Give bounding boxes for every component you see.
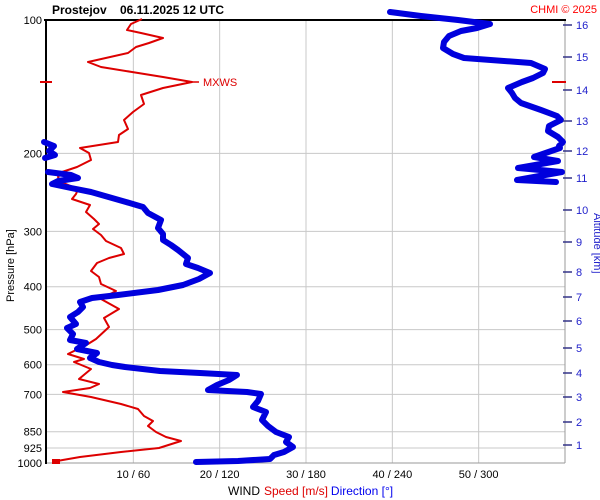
pressure-tick-label: 400 <box>24 282 42 294</box>
altitude-tick-label: 3 <box>576 392 582 404</box>
station-name: Prostejov <box>52 3 107 17</box>
altitude-tick-label: 1 <box>576 440 582 452</box>
altitude-tick-label: 4 <box>576 368 582 380</box>
pressure-tick-label: 925 <box>24 443 42 455</box>
altitude-tick-label: 15 <box>576 52 588 64</box>
pressure-axis-title: Pressure [hPa] <box>5 229 17 302</box>
pressure-tick-label: 1000 <box>18 458 42 470</box>
direction-curve-segment <box>514 145 565 185</box>
pressure-tick-label: 600 <box>24 360 42 372</box>
direction-curve-segment <box>41 139 58 161</box>
altitude-tick-label: 11 <box>576 173 587 185</box>
altitude-tick-label: 10 <box>576 205 588 217</box>
pressure-tick-label: 700 <box>24 389 42 401</box>
direction-curve-segment <box>387 9 566 149</box>
pressure-tick-label: 100 <box>24 15 42 27</box>
x-tick-label: 40 / 240 <box>372 469 412 481</box>
altitude-tick-label: 7 <box>576 292 582 304</box>
chart-datetime: 06.11.2025 12 UTC <box>120 3 224 17</box>
altitude-tick-label: 12 <box>576 146 588 158</box>
copyright-label: CHMI © 2025 <box>530 4 597 16</box>
legend-speed-label: Speed [m/s] <box>264 484 328 498</box>
legend-wind-label: WIND <box>228 484 260 498</box>
legend-direction-label: Direction [°] <box>331 484 393 498</box>
pressure-tick-label: 200 <box>24 148 42 160</box>
altitude-tick-label: 2 <box>576 417 582 429</box>
x-tick-label: 50 / 300 <box>459 469 499 481</box>
altitude-tick-label: 6 <box>576 316 582 328</box>
chart-generated-layer: 1002003004005006007008509251000161514131… <box>18 9 588 481</box>
pressure-tick-label: 500 <box>24 325 42 337</box>
altitude-tick-label: 13 <box>576 116 588 128</box>
direction-curve-segment <box>45 169 296 465</box>
altitude-tick-label: 14 <box>576 85 588 97</box>
mxws-label: MXWS <box>203 77 237 89</box>
altitude-tick-label: 9 <box>576 237 582 249</box>
altitude-tick-label: 16 <box>576 20 588 32</box>
pressure-tick-label: 300 <box>24 226 42 238</box>
altitude-tick-label: 5 <box>576 343 582 355</box>
speed-curve-start-marker <box>52 459 60 464</box>
x-tick-label: 30 / 180 <box>286 469 326 481</box>
x-tick-label: 20 / 120 <box>200 469 240 481</box>
altitude-tick-label: 8 <box>576 267 582 279</box>
altitude-axis-title: Altitude [km] <box>591 213 600 274</box>
x-tick-label: 10 / 60 <box>117 469 151 481</box>
pressure-tick-label: 850 <box>24 427 42 439</box>
